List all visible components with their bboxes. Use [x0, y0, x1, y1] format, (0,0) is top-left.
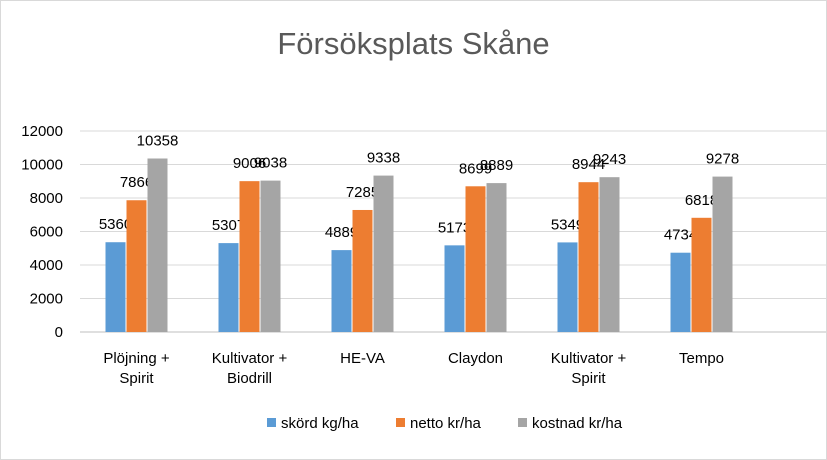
- data-label: 8889: [480, 157, 513, 174]
- data-label: 4734: [664, 227, 697, 244]
- bar-2-5: [578, 182, 599, 332]
- y-tick-label: 2000: [30, 291, 63, 308]
- bar-2-2: [239, 181, 260, 332]
- bar-1-4: [444, 245, 465, 332]
- bar-1-3: [331, 250, 352, 332]
- legend-label: skörd kg/ha: [281, 415, 359, 432]
- x-tick-label: Claydon: [448, 350, 503, 367]
- data-label: 4889: [325, 224, 358, 241]
- data-label: 9338: [367, 150, 400, 167]
- data-label: 7866: [120, 174, 153, 191]
- data-label: 5360: [99, 216, 132, 233]
- bar-2-4: [465, 186, 486, 332]
- x-tick-label: Kultivator +: [551, 350, 627, 367]
- data-label: 10358: [137, 133, 179, 150]
- legend-swatch-3: [518, 418, 527, 427]
- x-tick-label: Tempo: [679, 350, 724, 367]
- bar-3-1: [147, 158, 168, 332]
- bar-2-6: [691, 217, 712, 332]
- y-tick-label: 6000: [30, 224, 63, 241]
- data-label: 9278: [706, 151, 739, 168]
- legend-label: kostnad kr/ha: [532, 415, 623, 432]
- y-tick-label: 8000: [30, 190, 63, 207]
- legend-swatch-2: [396, 418, 405, 427]
- data-label: 6818: [685, 192, 718, 209]
- bar-1-6: [670, 252, 691, 332]
- y-tick-label: 0: [55, 324, 63, 341]
- bar-2-3: [352, 209, 373, 332]
- bar-3-2: [260, 180, 281, 332]
- data-label: 5349: [551, 216, 584, 233]
- bar-3-3: [373, 175, 394, 332]
- data-label: 8944: [572, 156, 605, 173]
- data-label: 7285: [346, 184, 379, 201]
- legend-swatch-1: [267, 418, 276, 427]
- bar-1-2: [218, 243, 239, 332]
- bar-2-1: [126, 200, 147, 332]
- bar-3-5: [599, 177, 620, 332]
- data-label: 5307: [212, 217, 245, 234]
- bar-3-4: [486, 183, 507, 332]
- y-tick-label: 12000: [21, 123, 63, 140]
- bar-3-6: [712, 176, 733, 332]
- x-tick-label: Biodrill: [227, 370, 272, 387]
- x-tick-label: HE-VA: [340, 350, 385, 367]
- x-tick-label: Plöjning +: [103, 350, 170, 367]
- data-label: 9038: [254, 155, 287, 172]
- data-label: 9243: [593, 151, 626, 168]
- legend-label: netto kr/ha: [410, 415, 482, 432]
- y-tick-label: 10000: [21, 157, 63, 174]
- data-label: 8699: [459, 160, 492, 177]
- x-tick-label: Spirit: [119, 370, 154, 387]
- bar-1-5: [557, 242, 578, 332]
- chart-title: Försöksplats Skåne: [277, 26, 550, 61]
- x-tick-label: Spirit: [571, 370, 606, 387]
- bar-1-1: [105, 242, 126, 332]
- data-label: 5173: [438, 219, 471, 236]
- y-tick-label: 4000: [30, 257, 63, 274]
- data-label: 9006: [233, 155, 266, 172]
- x-tick-label: Kultivator +: [212, 350, 288, 367]
